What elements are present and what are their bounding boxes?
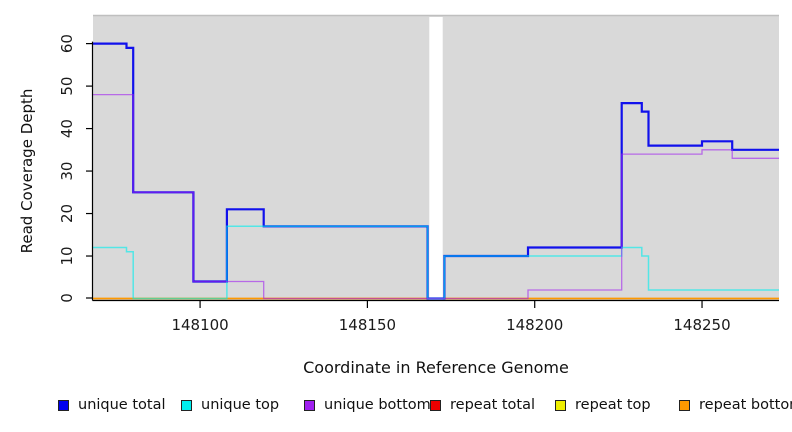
y-tick-label: 30 (58, 162, 76, 181)
series-line-unique-bottom (93, 93, 779, 300)
y-tick-label: 60 (58, 34, 76, 53)
y-tick-label: 50 (58, 77, 76, 96)
x-tick-label: 148200 (506, 316, 563, 334)
y-tick-label: 20 (58, 204, 76, 223)
y-axis-title: Read Coverage Depth (18, 88, 36, 254)
x-tick-label: 148250 (673, 316, 730, 334)
y-tick-label: 40 (58, 119, 76, 138)
y-tick-label: 0 (58, 293, 76, 303)
y-tick-label: 10 (58, 246, 76, 265)
x-axis-title: Coordinate in Reference Genome (303, 358, 569, 377)
x-tick-label: 148150 (339, 316, 396, 334)
x-tick-label: 148100 (171, 316, 228, 334)
coverage-gap-band (429, 17, 443, 300)
